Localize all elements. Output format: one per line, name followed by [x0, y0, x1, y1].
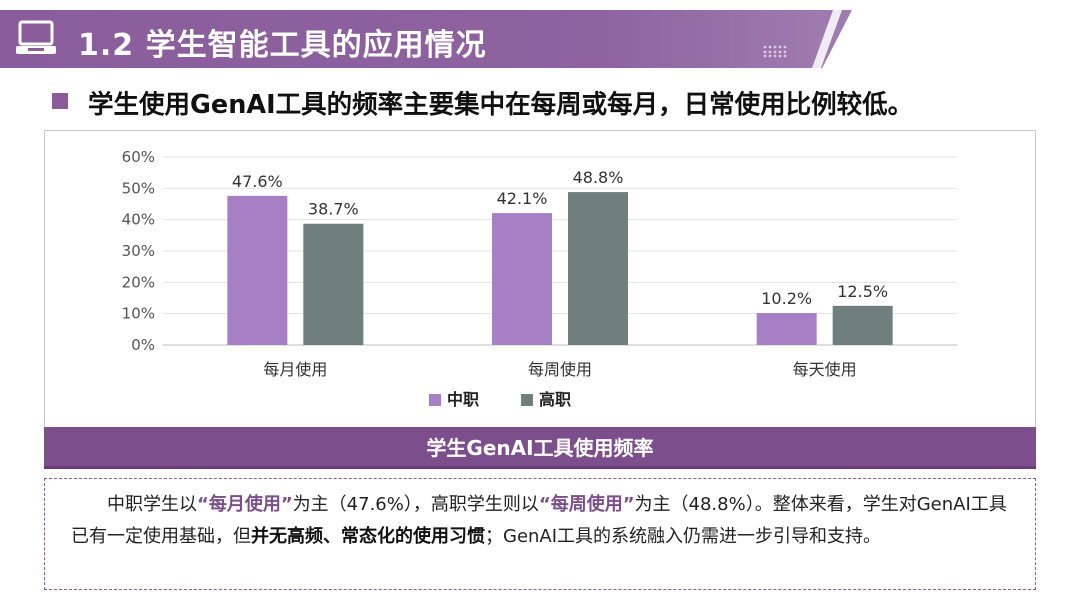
y-tick-label: 50%	[122, 179, 155, 197]
y-tick-label: 60%	[122, 148, 155, 166]
bar-zhongzhi	[756, 313, 817, 345]
chart-panel: 0% 10% 20% 30% 40% 50% 60% 47.6% 38.7% 每月使用 42.1% 4…	[44, 130, 1036, 428]
summary-highlight: “每周使用”	[538, 494, 635, 515]
summary-highlight: “每月使用”	[197, 494, 293, 515]
legend-swatch	[521, 394, 533, 406]
bar-gaozhi	[568, 192, 628, 345]
bar-zhongzhi	[227, 195, 288, 345]
data-label: 12.5%	[837, 282, 888, 301]
y-tick-label: 40%	[122, 211, 155, 229]
y-tick-label: 20%	[122, 273, 155, 291]
legend-label: 高职	[539, 390, 571, 409]
data-label: 42.1%	[497, 189, 548, 208]
legend-label: 中职	[447, 390, 479, 409]
subtitle: 学生使用GenAI工具的频率主要集中在每周或每月，日常使用比例较低。	[88, 90, 914, 120]
y-tick-label: 10%	[122, 305, 155, 323]
x-tick-label: 每周使用	[528, 360, 592, 379]
x-tick-label: 每月使用	[263, 360, 327, 379]
header-decor-dots-icon	[763, 45, 787, 58]
summary-box: 中职学生以“每月使用”为主（47.6%），高职学生则以“每周使用”为主（48.8…	[44, 478, 1036, 590]
summary-paragraph: 中职学生以“每月使用”为主（47.6%），高职学生则以“每周使用”为主（48.8…	[71, 489, 1009, 553]
data-label: 48.8%	[573, 168, 624, 187]
section-header-banner	[0, 10, 852, 68]
bar-gaozhi	[832, 305, 893, 345]
summary-text: ；GenAI工具的系统融入仍需进一步引导和支持。	[485, 526, 882, 547]
data-label: 47.6%	[232, 172, 283, 191]
summary-text: 为主（47.6%），高职学生则以	[292, 494, 539, 515]
subtitle-bullet-icon	[52, 93, 68, 109]
summary-bold: 并无高频、常态化的使用习惯	[251, 526, 485, 547]
bar-chart: 0% 10% 20% 30% 40% 50% 60% 47.6% 38.7% 每月使用 42.1% 4…	[122, 148, 957, 409]
bar-zhongzhi	[492, 213, 552, 345]
y-tick-label: 0%	[131, 336, 155, 354]
summary-text: 为主（48.8%）。整体来看，学生对GenAI工具已有一定使用基础，但	[71, 494, 1007, 547]
data-label: 10.2%	[761, 289, 812, 308]
chart-caption: 学生GenAI工具使用频率	[426, 436, 654, 460]
summary-text: 中职学生以	[107, 494, 197, 515]
section-title: 1.2 学生智能工具的应用情况	[78, 28, 487, 63]
bar-gaozhi	[303, 223, 364, 345]
laptop-icon	[16, 20, 56, 54]
legend-swatch	[429, 394, 441, 406]
y-tick-label: 30%	[122, 242, 155, 260]
data-label: 38.7%	[308, 200, 359, 219]
chart-caption-bar: 学生GenAI工具使用频率	[44, 427, 1036, 469]
x-tick-label: 每天使用	[793, 360, 857, 379]
